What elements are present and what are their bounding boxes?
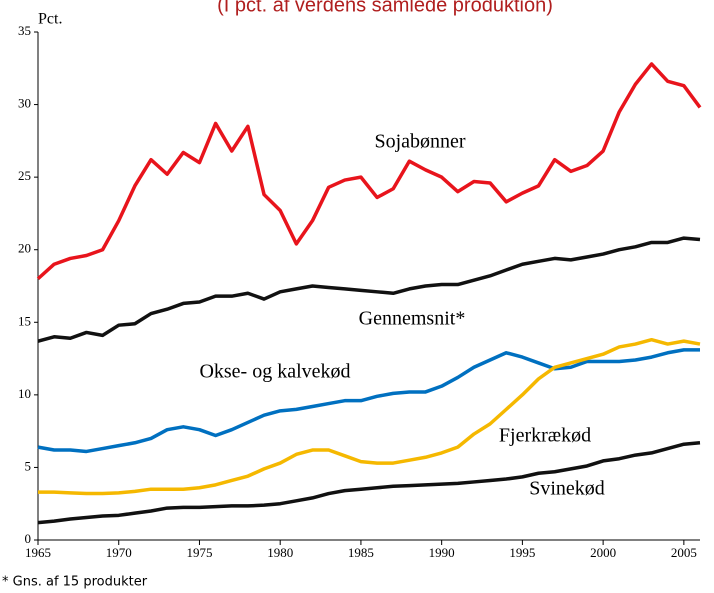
y-axis-label: Pct. xyxy=(38,11,62,28)
series-label: Gennemsnit* xyxy=(359,308,466,330)
y-tick-label: 30 xyxy=(18,96,31,111)
y-tick-label: 15 xyxy=(18,313,31,328)
series-line xyxy=(37,348,700,454)
series-label: Sojabønner xyxy=(374,131,465,153)
x-tick-label: 1995 xyxy=(509,545,535,560)
x-tick-label: 2005 xyxy=(671,545,697,560)
footnote: * Gns. af 15 produkter xyxy=(2,575,148,590)
series-label: Svinekød xyxy=(529,478,605,500)
x-tick-label: 1985 xyxy=(348,545,374,560)
y-tick-label: 0 xyxy=(25,531,32,546)
y-tick-label: 25 xyxy=(18,168,31,183)
chart-title: (I pct. af verdens samlede produktion) xyxy=(217,0,553,16)
x-tick-label: 1965 xyxy=(25,545,51,560)
x-tick-label: 2000 xyxy=(590,545,616,560)
y-tick-label: 5 xyxy=(25,458,32,473)
x-tick-label: 1990 xyxy=(429,545,455,560)
series-line xyxy=(37,236,701,343)
x-tick-label: 1980 xyxy=(267,545,293,560)
series-label: Okse- og kalvekød xyxy=(199,361,350,383)
y-tick-label: 10 xyxy=(18,386,31,401)
x-tick-label: 1975 xyxy=(186,545,212,560)
series-line xyxy=(36,62,702,281)
series-label: Fjerkrækød xyxy=(499,425,591,447)
y-tick-label: 35 xyxy=(18,23,31,38)
x-tick-label: 1970 xyxy=(106,545,132,560)
series-line xyxy=(38,337,701,496)
series-line xyxy=(37,441,701,525)
y-tick-label: 20 xyxy=(18,241,31,256)
